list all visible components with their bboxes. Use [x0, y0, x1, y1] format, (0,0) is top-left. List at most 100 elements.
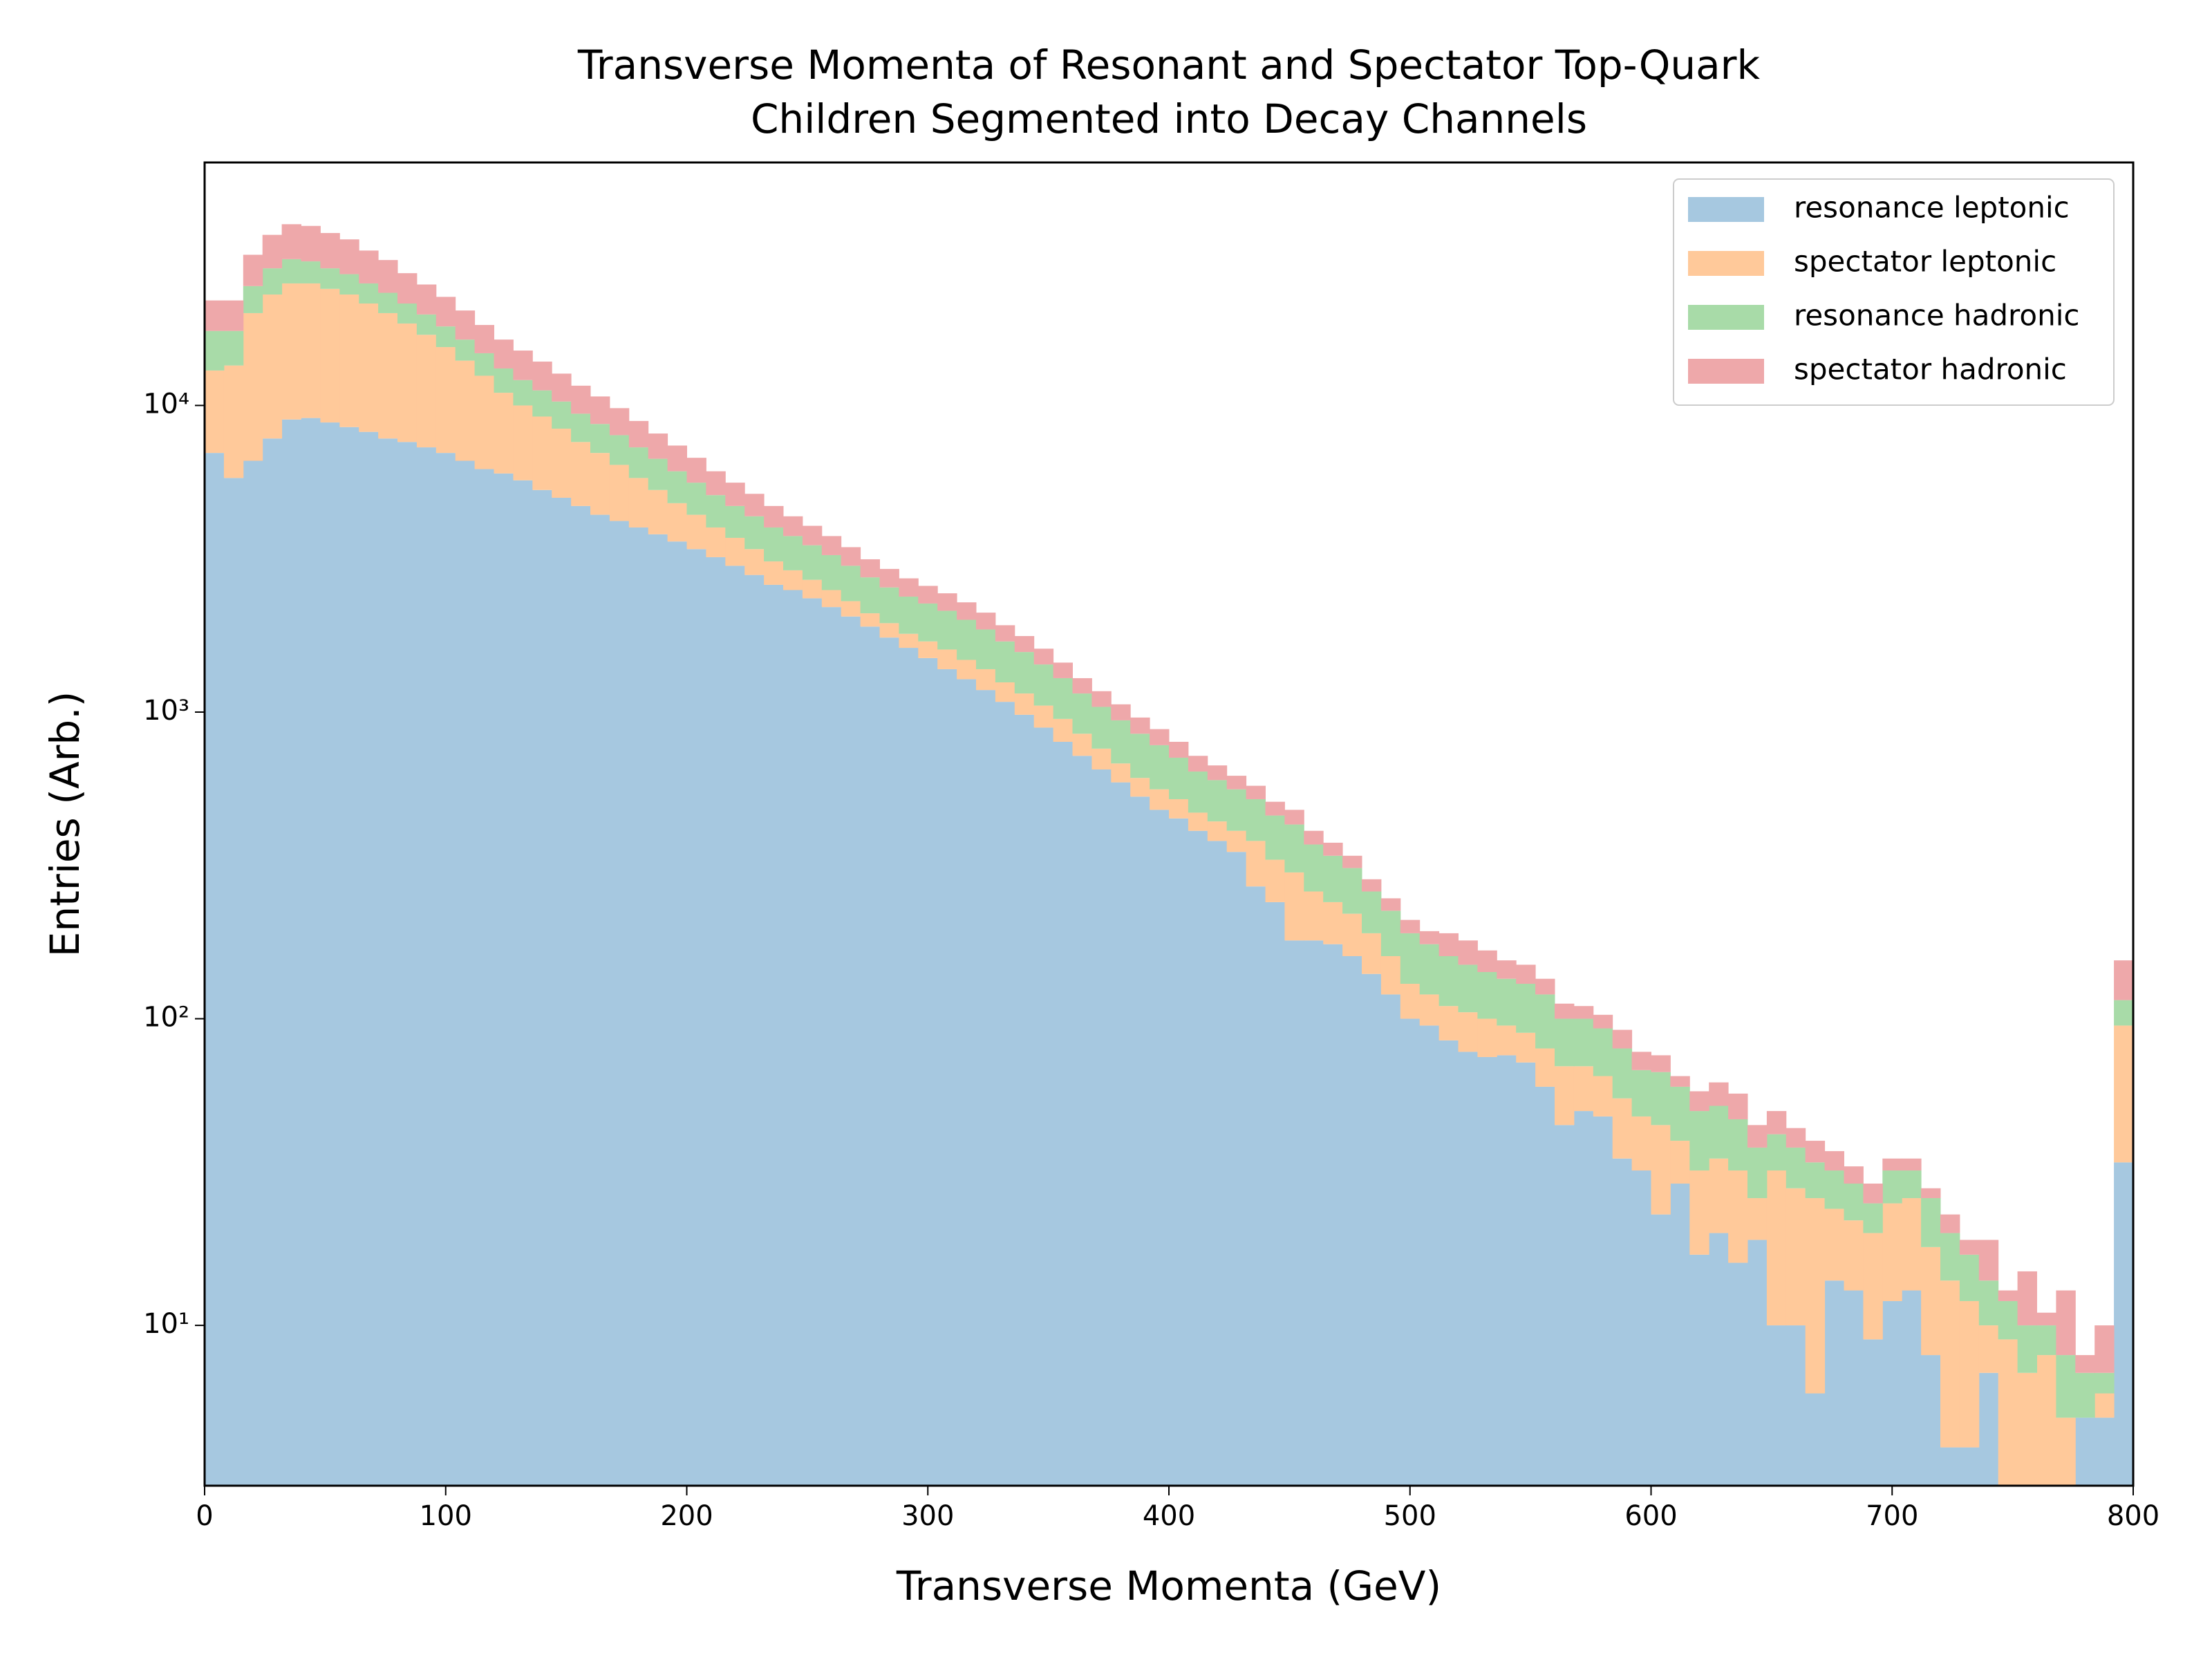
histogram-bar	[1959, 1300, 1980, 1448]
histogram-bar	[1593, 1076, 1613, 1117]
histogram-bar	[223, 478, 244, 1486]
histogram-bar	[899, 596, 919, 634]
histogram-bar	[1902, 1158, 1922, 1171]
histogram-bar	[2094, 1417, 2115, 1486]
histogram-bar	[1612, 1098, 1633, 1159]
histogram-bar	[744, 494, 765, 516]
histogram-bar	[1863, 1339, 1883, 1486]
histogram-bar	[435, 297, 456, 327]
histogram-bar	[359, 250, 379, 283]
y-tick-label: 10¹	[143, 1308, 189, 1340]
histogram-bar	[1593, 1014, 1613, 1029]
histogram-bar	[2114, 1000, 2133, 1026]
histogram-bar	[2056, 1417, 2076, 1486]
histogram-bar	[1785, 1128, 1806, 1148]
histogram-bar	[1689, 1111, 1709, 1171]
histogram-bar	[262, 234, 283, 269]
histogram-bar	[725, 483, 745, 506]
histogram-bar	[1014, 652, 1035, 694]
histogram-bar	[1766, 1325, 1787, 1486]
histogram-bar	[1593, 1116, 1613, 1486]
histogram-bar	[1419, 944, 1440, 995]
histogram-bar	[1246, 841, 1266, 887]
legend-label: spectator hadronic	[1794, 353, 2067, 386]
histogram-bar	[1323, 902, 1343, 944]
legend-box	[1673, 178, 2115, 406]
histogram-bar	[725, 505, 745, 538]
histogram-bar	[1053, 678, 1073, 719]
x-tick-label: 500	[1384, 1500, 1436, 1532]
histogram-bar	[1921, 1188, 1941, 1199]
histogram-bar	[339, 239, 359, 274]
y-tick-label: 10²	[143, 1002, 189, 1034]
histogram-bar	[1150, 745, 1170, 790]
y-tick-label: 10³	[143, 695, 189, 727]
legend-swatch	[1688, 305, 1764, 330]
histogram-bar	[957, 660, 977, 680]
histogram-bar	[2094, 1372, 2115, 1394]
histogram-bar	[552, 497, 572, 1486]
histogram-bar	[821, 536, 842, 555]
histogram-bar	[1824, 1151, 1844, 1171]
histogram-bar	[1670, 1141, 1690, 1184]
histogram-bar	[301, 225, 321, 262]
histogram-bar	[1882, 1170, 1902, 1204]
histogram-bar	[1824, 1280, 1844, 1486]
y-axis-label: Entries (Arb.)	[41, 691, 88, 957]
histogram-bar	[205, 330, 225, 371]
histogram-bar	[648, 458, 668, 490]
histogram-bar	[1323, 842, 1343, 856]
histogram-bar	[1670, 1086, 1690, 1141]
legend-swatch	[1688, 197, 1764, 222]
histogram-bar	[1998, 1300, 2018, 1340]
histogram-bar	[2094, 1393, 2115, 1418]
histogram-bar	[1072, 734, 1092, 756]
histogram-bar	[262, 295, 283, 439]
histogram-bar	[1438, 1006, 1459, 1040]
histogram-bar	[1593, 1028, 1613, 1076]
histogram-bar	[1169, 741, 1189, 758]
histogram-bar	[764, 505, 784, 527]
legend-label: resonance hadronic	[1794, 299, 2079, 333]
histogram-bar	[552, 401, 572, 429]
histogram-bar	[359, 431, 379, 1486]
histogram-bar	[262, 438, 283, 1486]
histogram-bar	[2036, 1325, 2056, 1356]
histogram-bar	[1111, 720, 1131, 764]
histogram-bar	[494, 339, 514, 368]
histogram-bar	[1998, 1290, 2018, 1301]
histogram-bar	[1709, 1233, 1729, 1486]
histogram-bar	[1342, 956, 1362, 1486]
histogram-bar	[879, 587, 899, 624]
histogram-bar	[1612, 1048, 1633, 1099]
histogram-bar	[1265, 815, 1285, 860]
histogram-bar	[1380, 994, 1401, 1486]
histogram-bar	[494, 368, 514, 393]
histogram-bar	[1651, 1125, 1671, 1215]
histogram-bar	[397, 323, 418, 442]
histogram-bar	[1014, 693, 1035, 715]
histogram-bar	[1477, 950, 1497, 972]
histogram-bar	[1033, 705, 1054, 728]
histogram-bar	[1169, 799, 1189, 819]
histogram-bar	[1265, 902, 1285, 1486]
histogram-bar	[1072, 678, 1092, 694]
histogram-bar	[1072, 693, 1092, 734]
histogram-bar	[1458, 1012, 1478, 1052]
histogram-bar	[1921, 1246, 1941, 1356]
histogram-bar	[918, 657, 938, 1486]
histogram-bar	[2094, 1325, 2115, 1373]
histogram-bar	[1091, 707, 1112, 749]
legend-swatch	[1688, 251, 1764, 276]
histogram-bar	[744, 516, 765, 550]
histogram-bar	[2036, 1312, 2056, 1326]
histogram-bar	[744, 575, 765, 1486]
histogram-bar	[1111, 763, 1131, 783]
histogram-bar	[281, 283, 301, 420]
histogram-bar	[841, 547, 861, 566]
histogram-bar	[571, 413, 591, 442]
histogram-bar	[1535, 978, 1555, 995]
histogram-bar	[1516, 1062, 1536, 1486]
histogram-bar	[1573, 1111, 1594, 1486]
histogram-bar	[609, 521, 630, 1486]
